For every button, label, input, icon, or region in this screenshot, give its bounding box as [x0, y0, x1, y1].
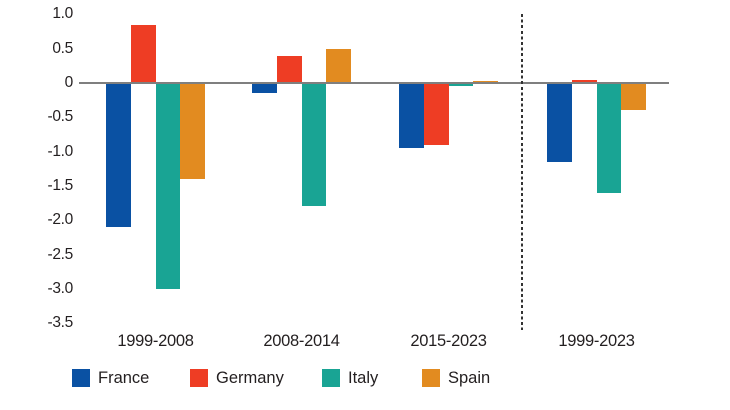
bar-italy-1999-2023	[596, 83, 622, 193]
legend-label-italy: Italy	[348, 369, 379, 387]
y-axis-tick-label: -1.0	[47, 142, 73, 160]
y-axis-tick-label: -2.5	[47, 245, 73, 263]
bar-italy-2008-2014	[301, 83, 327, 207]
bar-france-2015-2023	[399, 83, 424, 149]
bar-france-1999-2023	[547, 83, 572, 162]
period-separator-dashed-line	[521, 14, 523, 330]
legend-label-spain: Spain	[448, 369, 491, 387]
legend-swatch-spain	[422, 369, 440, 387]
y-axis-tick-label: 1.0	[52, 5, 73, 23]
x-axis-category-label: 2008-2014	[263, 332, 340, 350]
y-axis-tick-label: -3.5	[47, 314, 73, 332]
y-axis-tick-label: 0	[64, 74, 74, 91]
bar-italy-2015-2023	[448, 83, 474, 87]
zero-axis-line	[79, 82, 669, 84]
legend-label-germany: Germany	[216, 369, 284, 387]
bar-germany-1999-2008	[130, 24, 156, 83]
bar-italy-1999-2008	[155, 83, 181, 289]
bar-france-1999-2008	[106, 83, 131, 228]
legend-swatch-germany	[190, 369, 208, 387]
legend-label-france: France	[98, 369, 150, 387]
legend-item-germany: Germany	[190, 369, 300, 388]
legend-item-spain: Spain	[422, 369, 532, 388]
y-axis-tick-label: -0.5	[47, 108, 73, 126]
bar-spain-2015-2023	[473, 80, 498, 83]
bar-france-2008-2014	[252, 83, 277, 94]
bar-spain-1999-2023	[621, 83, 646, 111]
x-axis-category-label: 2015-2023	[410, 332, 487, 350]
bar-spain-1999-2008	[180, 83, 205, 180]
y-axis-tick-label: -2.0	[47, 211, 73, 229]
bar-germany-2008-2014	[276, 55, 302, 83]
y-axis-tick-label: -1.5	[47, 176, 73, 194]
legend-swatch-italy	[322, 369, 340, 387]
x-axis-category-label: 1999-2023	[558, 332, 635, 350]
legend-item-italy: Italy	[322, 369, 432, 388]
bar-germany-2015-2023	[423, 83, 449, 145]
legend-item-france: France	[72, 369, 182, 388]
x-axis-category-label: 1999-2008	[117, 332, 194, 350]
y-axis-tick-label: 0.5	[52, 39, 73, 57]
bar-germany-1999-2023	[571, 79, 597, 83]
y-axis-tick-label: -3.0	[47, 279, 73, 297]
legend-swatch-france	[72, 369, 90, 387]
bar-spain-2008-2014	[326, 48, 351, 83]
